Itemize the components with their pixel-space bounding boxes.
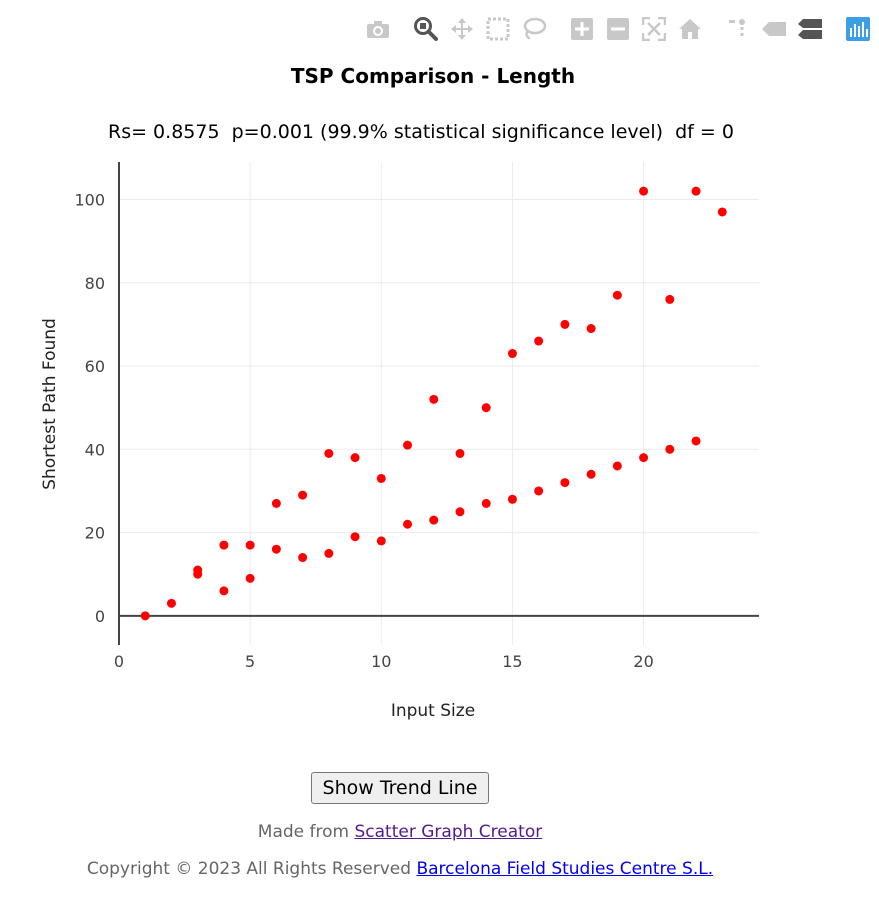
data-point (717, 207, 727, 217)
data-point (376, 473, 386, 483)
data-point (376, 536, 386, 546)
bfsc-link[interactable]: Barcelona Field Studies Centre S.L. (416, 859, 714, 879)
hover-compare-icon[interactable] (795, 14, 825, 44)
copyright-footer: Copyright © 2023 All Rights Reserved Bar… (0, 859, 800, 879)
show-trend-line-button[interactable]: Show Trend Line (310, 772, 490, 804)
hover-closest-icon[interactable] (759, 14, 789, 44)
data-point (612, 290, 622, 300)
copyright-text: Copyright © 2023 All Rights Reserved (86, 859, 417, 879)
data-point (271, 544, 281, 554)
data-point (140, 611, 150, 621)
data-point (534, 336, 544, 346)
tick-labels: 0 5 10 15 20 0 20 40 60 80 100 (74, 190, 653, 671)
data-point (455, 507, 465, 517)
data-point (324, 448, 334, 458)
plotly-logo-icon[interactable] (843, 14, 873, 44)
chart-subtitle: Rs= 0.8575 p=0.001 (99.9% statistical si… (108, 121, 734, 143)
data-point (324, 548, 334, 558)
data-point (639, 453, 649, 463)
y-tick-label: 20 (85, 524, 105, 543)
data-point (245, 573, 255, 583)
data-points (140, 186, 727, 621)
data-point (639, 186, 649, 196)
data-point (298, 553, 308, 563)
data-point (350, 453, 360, 463)
y-tick-label: 100 (74, 190, 105, 209)
data-point (298, 490, 308, 500)
made-from-footer: Made from Scatter Graph Creator (0, 822, 800, 842)
data-point (691, 436, 701, 446)
y-tick-label: 60 (85, 357, 105, 376)
zoom-in-icon[interactable] (567, 14, 597, 44)
data-point (403, 440, 413, 450)
autoscale-icon[interactable] (639, 14, 669, 44)
data-point (166, 598, 176, 608)
box-select-icon[interactable] (483, 14, 513, 44)
scatter-plot[interactable]: 0 5 10 15 20 0 20 40 60 80 100 Input Size Shortest… (0, 0, 879, 760)
axes (118, 162, 759, 645)
data-point (586, 324, 596, 334)
camera-icon[interactable] (363, 14, 393, 44)
data-point (403, 519, 413, 529)
data-point (612, 461, 622, 471)
chart-modebar (360, 14, 875, 46)
data-point (219, 586, 229, 596)
y-tick-label: 40 (85, 440, 105, 459)
data-point (665, 294, 675, 304)
data-point (691, 186, 701, 196)
y-tick-label: 0 (95, 607, 105, 626)
data-point (429, 394, 439, 404)
reset-axes-icon[interactable] (675, 14, 705, 44)
data-point (481, 403, 491, 413)
scatter-graph-creator-link[interactable]: Scatter Graph Creator (354, 822, 543, 842)
data-point (665, 444, 675, 454)
pan-icon[interactable] (447, 14, 477, 44)
data-point (534, 486, 544, 496)
data-point (507, 494, 517, 504)
data-point (586, 469, 596, 479)
spike-lines-icon[interactable] (723, 14, 753, 44)
y-axis-label: Shortest Path Found (40, 318, 60, 490)
x-axis-label: Input Size (391, 701, 475, 721)
zoom-out-icon[interactable] (603, 14, 633, 44)
data-point (193, 565, 203, 575)
data-point (271, 498, 281, 508)
data-point (560, 319, 570, 329)
data-point (350, 532, 360, 542)
x-tick-label: 10 (371, 652, 391, 671)
data-point (560, 478, 570, 488)
chart-title: TSP Comparison - Length (290, 64, 576, 88)
data-point (429, 515, 439, 525)
data-point (507, 349, 517, 359)
x-tick-label: 5 (245, 652, 255, 671)
data-point (455, 448, 465, 458)
grid-lines (119, 162, 759, 645)
data-point (481, 498, 491, 508)
y-tick-label: 80 (85, 274, 105, 293)
x-tick-label: 0 (114, 652, 124, 671)
data-point (219, 540, 229, 550)
data-point (245, 540, 255, 550)
made-from-text: Made from (257, 822, 355, 842)
x-tick-label: 15 (502, 652, 522, 671)
lasso-select-icon[interactable] (519, 14, 549, 44)
zoom-icon[interactable] (411, 14, 441, 44)
x-tick-label: 20 (633, 652, 653, 671)
